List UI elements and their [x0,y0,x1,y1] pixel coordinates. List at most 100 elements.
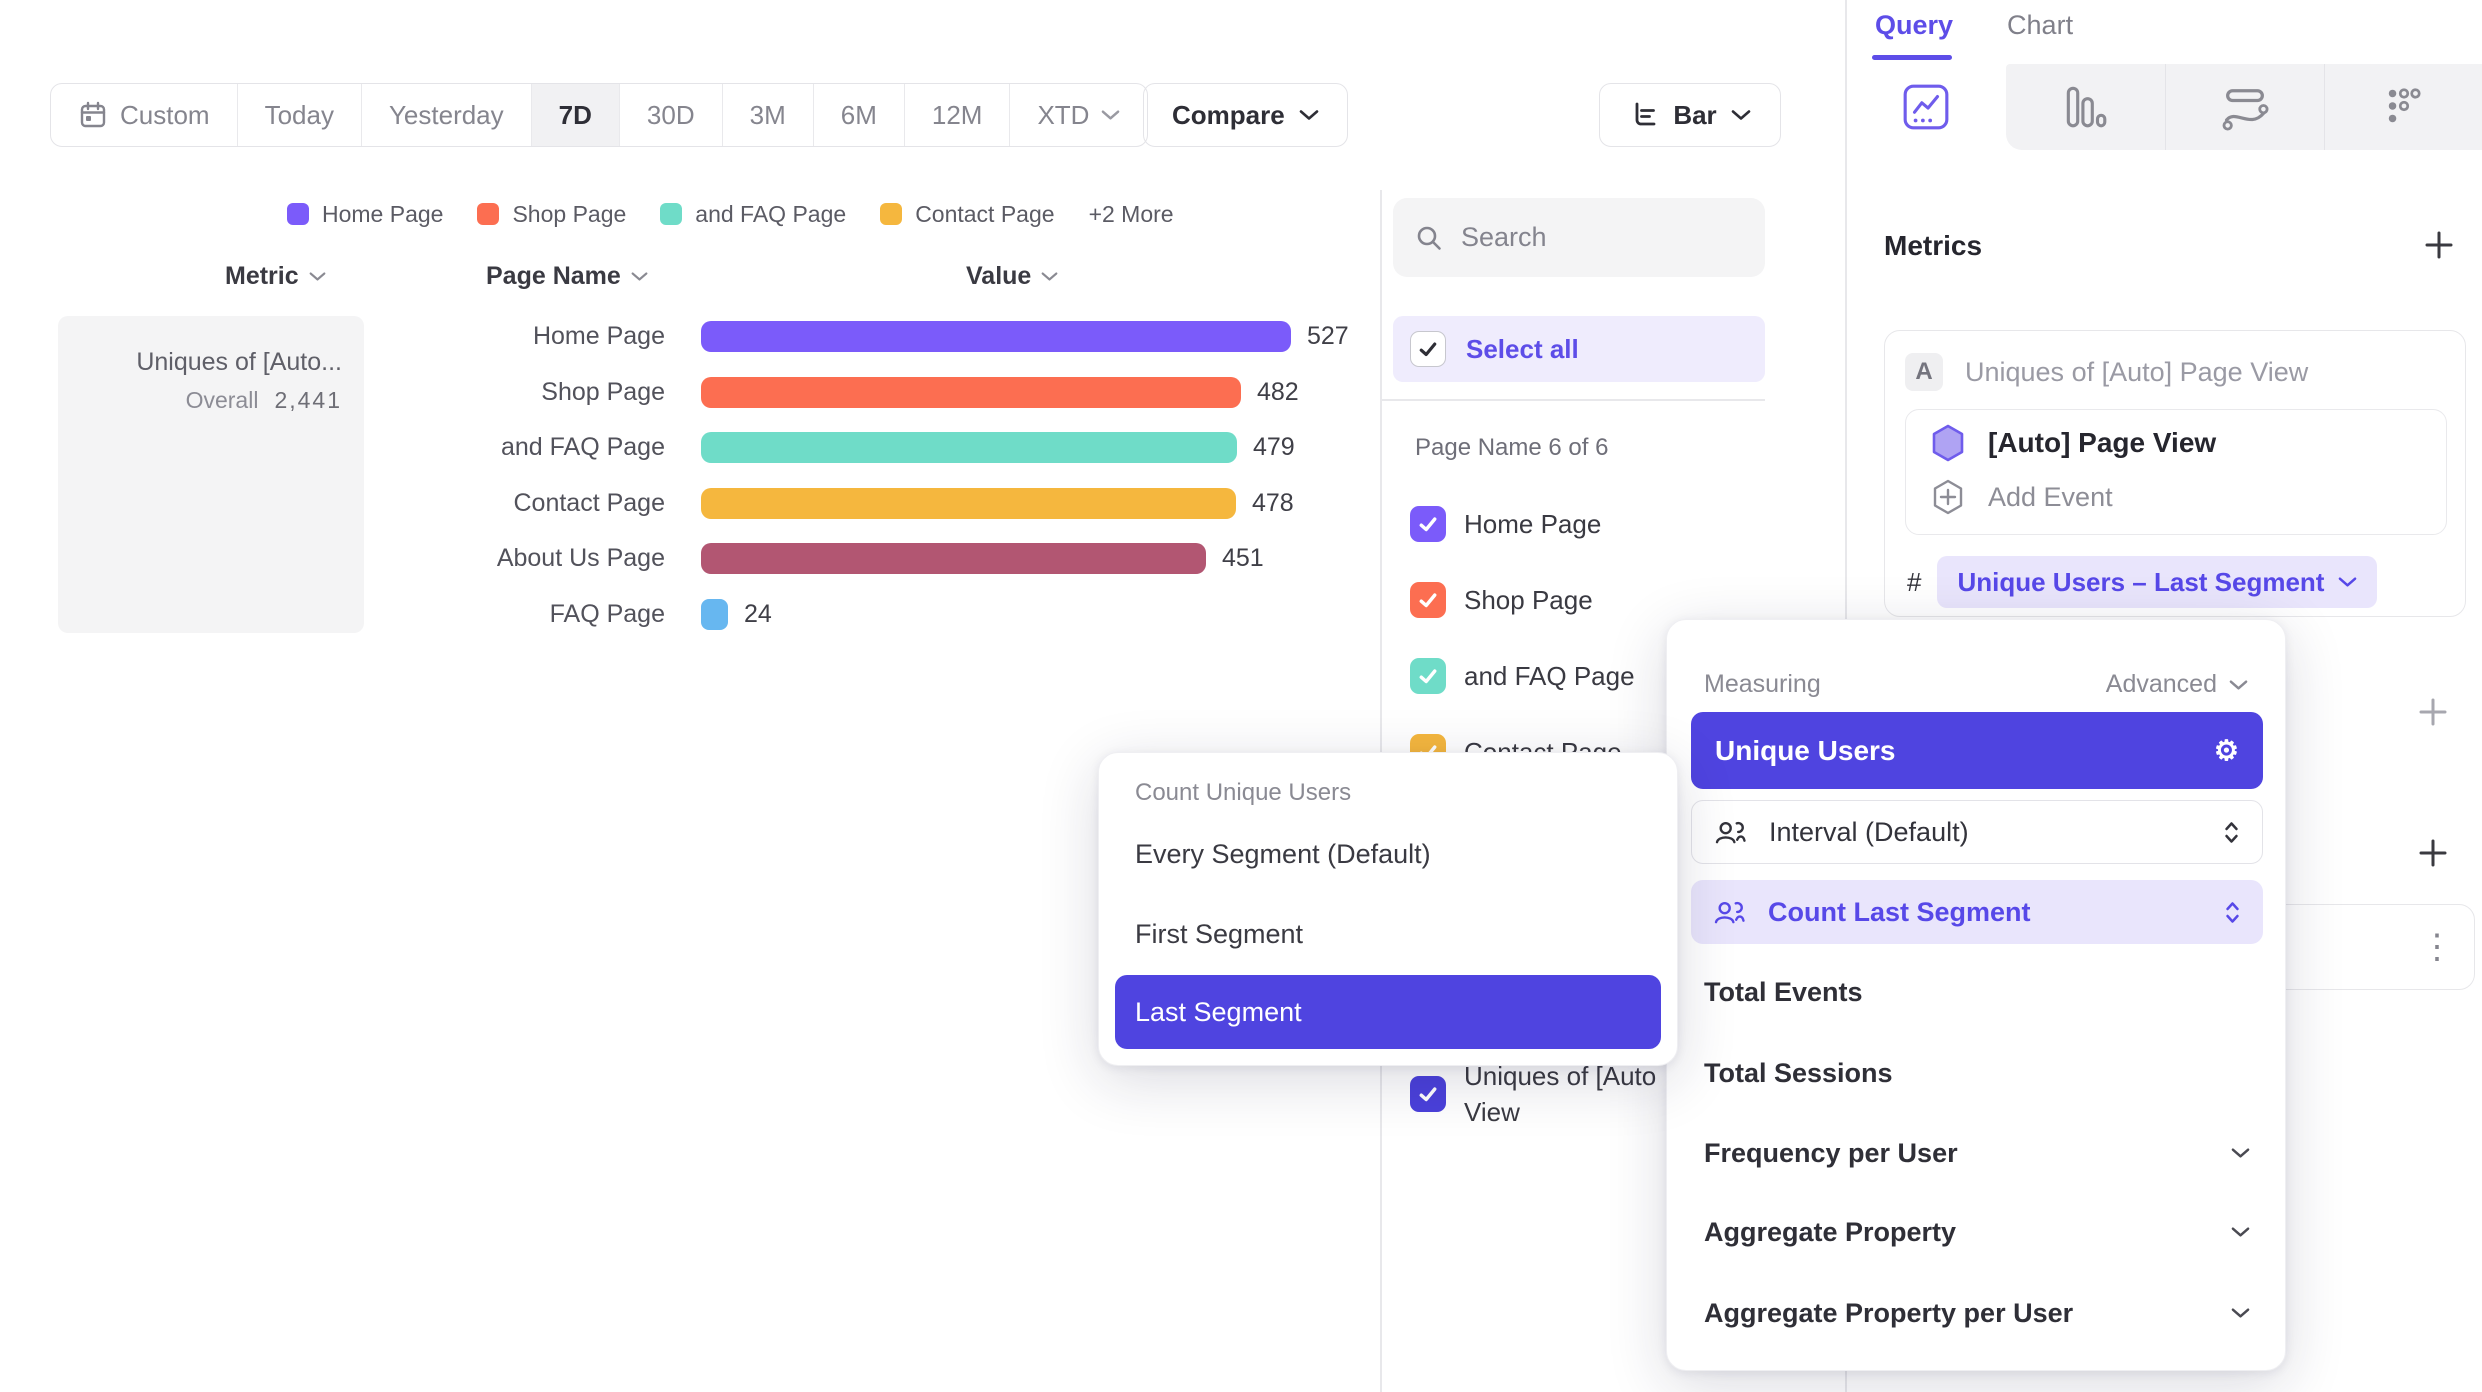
legend-item-home-page[interactable]: Home Page [287,201,443,228]
metric-overall: Overall 2,441 [185,387,342,413]
tab-insights[interactable] [1847,64,2006,150]
row-page-name: Home Page [532,322,665,350]
date-button-custom[interactable]: Custom [51,84,238,146]
select-all[interactable]: Select all [1393,316,1765,382]
checkbox-checked[interactable] [1410,506,1446,542]
measuring-option-count-last-segment[interactable]: Count Last Segment [1691,880,2263,944]
measurement-row: # Unique Users – Last Segment [1907,556,2378,608]
measurement-pill[interactable]: Unique Users – Last Segment [1937,556,2378,608]
date-button-label: 6M [840,99,877,130]
column-header-page-name[interactable]: Page Name [486,262,648,291]
select-all-checkbox[interactable] [1410,331,1446,367]
add-event-label: Add Event [1988,481,2113,512]
legend-item-and-faq-page[interactable]: and FAQ Page [660,201,846,228]
measuring-option-frequency-per-user[interactable]: Frequency per User [1704,1133,2250,1173]
tab-flows[interactable] [2164,64,2324,150]
people-icon [1715,821,1746,843]
legend: Home Page Shop Page and FAQ Page Contact Pa… [287,198,1174,230]
measuring-option-interval-default[interactable]: Interval (Default) [1691,800,2263,864]
option-label: Interval (Default) [1769,816,1969,847]
people-icon [1714,901,1745,923]
bar-home-page[interactable] [701,321,1291,352]
retention-icon [2388,88,2421,123]
list-item-home-page[interactable]: Home Page [1410,504,1601,544]
chevron-down-icon [2231,1308,2250,1318]
row-value: 479 [1253,433,1295,461]
chevron-down-icon [1102,110,1120,120]
chevron-down-icon [2339,577,2357,587]
divider [1381,399,1765,401]
check-icon [1419,1087,1437,1102]
date-button-xtd[interactable]: XTD [1010,84,1147,146]
row-value: 451 [1222,544,1264,572]
checkbox-checked[interactable] [1410,582,1446,618]
check-icon [1419,669,1437,684]
active-tab-underline [1872,55,1952,60]
legend-swatch [477,203,500,225]
date-button-label: 7D [558,99,592,130]
date-button-label: 12M [931,99,983,130]
measuring-option-total-events[interactable]: Total Events [1704,972,2250,1012]
event-row[interactable]: [Auto] Page View [1930,424,2216,462]
tab-funnels[interactable] [2005,64,2165,150]
measuring-option-total-sessions[interactable]: Total Sessions [1704,1053,2250,1093]
date-button-yesterday[interactable]: Yesterday [362,84,532,146]
search-icon [1417,226,1441,250]
list-item-shop-page[interactable]: Shop Page [1410,580,1593,620]
date-button-7d[interactable]: 7D [531,84,620,146]
option-label: Count Last Segment [1768,896,2031,927]
gear-icon[interactable]: ⚙ [2213,735,2239,766]
list-item-and-faq-page[interactable]: and FAQ Page [1410,656,1635,696]
date-button-label: Yesterday [388,99,504,130]
add-metric-button[interactable] [2420,226,2458,264]
option-every-segment-default[interactable]: Every Segment (Default) [1135,839,1431,869]
bar-and-faq-page[interactable] [701,432,1237,463]
measuring-option-aggregate-property-per-user[interactable]: Aggregate Property per User [1704,1293,2250,1333]
date-button-30d[interactable]: 30D [620,84,723,146]
bar-contact-page[interactable] [701,487,1236,519]
measuring-option-aggregate-property[interactable]: Aggregate Property [1704,1212,2250,1252]
column-header-metric[interactable]: Metric [225,262,326,291]
kebab-menu-icon[interactable]: ⋮ [2420,928,2454,966]
checkbox-checked[interactable] [1410,1076,1446,1112]
column-header-value[interactable]: Value [966,262,1058,291]
add-breakdown-button[interactable] [2414,834,2452,872]
date-button-today[interactable]: Today [238,84,362,146]
stepper-icon [2226,901,2239,923]
row-page-name: Shop Page [541,377,665,406]
chart-type-select[interactable]: Bar [1599,83,1781,147]
option-first-segment[interactable]: First Segment [1135,919,1304,949]
legend-item-contact-page[interactable]: Contact Page [880,201,1055,228]
compare-button[interactable]: Compare [1143,83,1348,147]
chevron-down-icon [2231,1227,2250,1237]
measuring-option-unique-users[interactable]: Unique Users ⚙ [1691,712,2263,789]
tab-retention[interactable] [2323,64,2482,150]
checkbox-checked[interactable] [1410,658,1446,694]
bar-about-us-page[interactable] [701,543,1206,574]
list-item-metric[interactable]: Uniques of [Auto View [1410,1058,1774,1130]
report-type-strip [1847,64,2482,150]
flows-icon [2222,89,2269,131]
row-value: 527 [1307,322,1349,350]
bar-faq-page[interactable] [701,598,728,630]
search-input[interactable] [1461,222,1721,253]
date-button-6m[interactable]: 6M [814,84,905,146]
bar-shop-page[interactable] [701,376,1241,408]
option-last-segment-selected[interactable]: Last Segment [1115,975,1661,1049]
legend-more[interactable]: +2 More [1088,200,1174,227]
date-button-12m[interactable]: 12M [905,84,1011,146]
tab-chart[interactable]: Chart [2007,10,2074,40]
tab-query[interactable]: Query [1875,10,1954,40]
row-value: 24 [744,599,772,628]
add-filter-button[interactable] [2414,693,2452,731]
event-box: [Auto] Page View Add Event [1905,409,2447,535]
search-box[interactable] [1393,198,1765,277]
date-button-label: XTD [1037,99,1090,130]
hexagon-icon [1932,424,1964,462]
legend-item-shop-page[interactable]: Shop Page [477,201,626,228]
metric-summary-cell: Uniques of [Auto... Overall 2,441 [58,316,364,633]
date-button-3m[interactable]: 3M [723,84,814,146]
advanced-toggle[interactable]: Advanced [2106,670,2248,699]
plus-icon [2425,231,2453,259]
add-event-button[interactable]: Add Event [1930,478,2113,516]
